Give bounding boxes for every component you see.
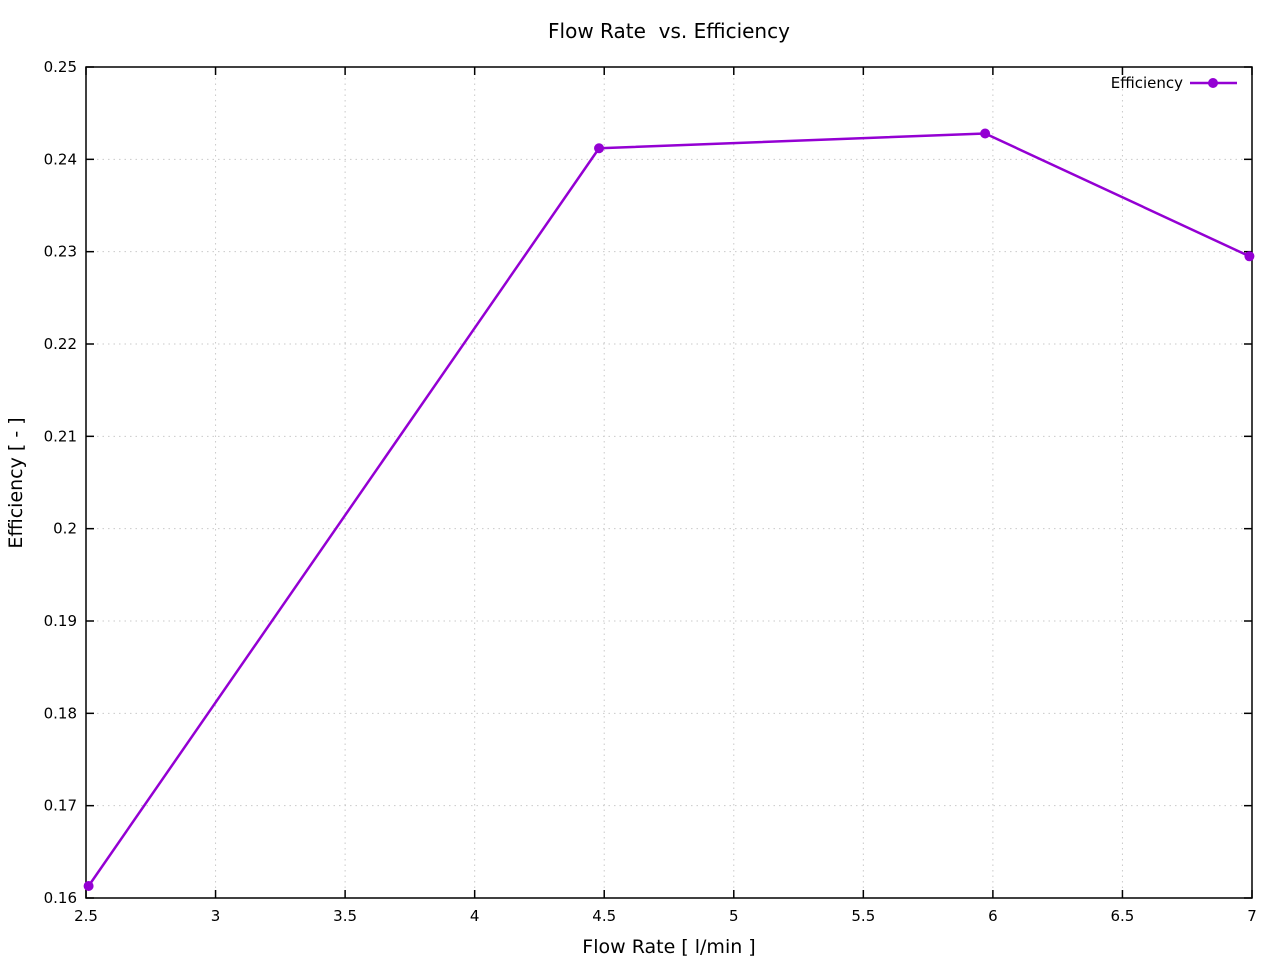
data-point bbox=[594, 143, 605, 154]
y-tick-label: 0.19 bbox=[44, 612, 77, 630]
legend-label: Efficiency bbox=[1111, 74, 1183, 92]
y-tick-label: 0.25 bbox=[44, 58, 77, 76]
y-tick-label: 0.22 bbox=[44, 335, 77, 353]
data-point bbox=[980, 128, 991, 139]
y-tick-label: 0.17 bbox=[44, 797, 77, 815]
x-tick-label: 3.5 bbox=[333, 907, 357, 925]
chart-title: Flow Rate vs. Efficiency bbox=[548, 19, 790, 43]
x-tick-label: 5.5 bbox=[851, 907, 875, 925]
data-point bbox=[1244, 251, 1255, 262]
y-tick-label: 0.21 bbox=[44, 427, 77, 445]
y-tick-label: 0.18 bbox=[44, 704, 77, 722]
plot-border bbox=[85, 66, 1253, 899]
x-tick-label: 3 bbox=[211, 907, 221, 925]
y-axis-label: Efficiency [ - ] bbox=[5, 417, 27, 548]
series-line bbox=[87, 132, 1251, 888]
x-axis-label: Flow Rate [ l/min ] bbox=[582, 936, 755, 958]
axes-layer: 2.5 3 3.5 4 4.5 5 5.5 6 6.5 7 0.16 0.17 0.18 0.19 0.2 0… bbox=[44, 58, 1257, 925]
x-tick-label: 2.5 bbox=[74, 907, 98, 925]
x-tick-label: 5 bbox=[729, 907, 739, 925]
x-tick-label: 4.5 bbox=[592, 907, 616, 925]
y-tick-label: 0.24 bbox=[44, 150, 77, 168]
x-tick-label: 7 bbox=[1247, 907, 1257, 925]
grid-layer bbox=[85, 66, 1253, 899]
x-tick-label: 4 bbox=[470, 907, 480, 925]
data-point bbox=[83, 880, 94, 891]
series-layer bbox=[83, 128, 1255, 891]
legend: Efficiency bbox=[1111, 74, 1237, 92]
x-tick-label: 6 bbox=[988, 907, 998, 925]
x-tick-label: 6.5 bbox=[1111, 907, 1135, 925]
y-tick-label: 0.2 bbox=[53, 520, 77, 538]
legend-marker bbox=[1208, 78, 1218, 88]
y-tick-label: 0.16 bbox=[44, 889, 77, 907]
y-tick-label: 0.23 bbox=[44, 243, 77, 261]
